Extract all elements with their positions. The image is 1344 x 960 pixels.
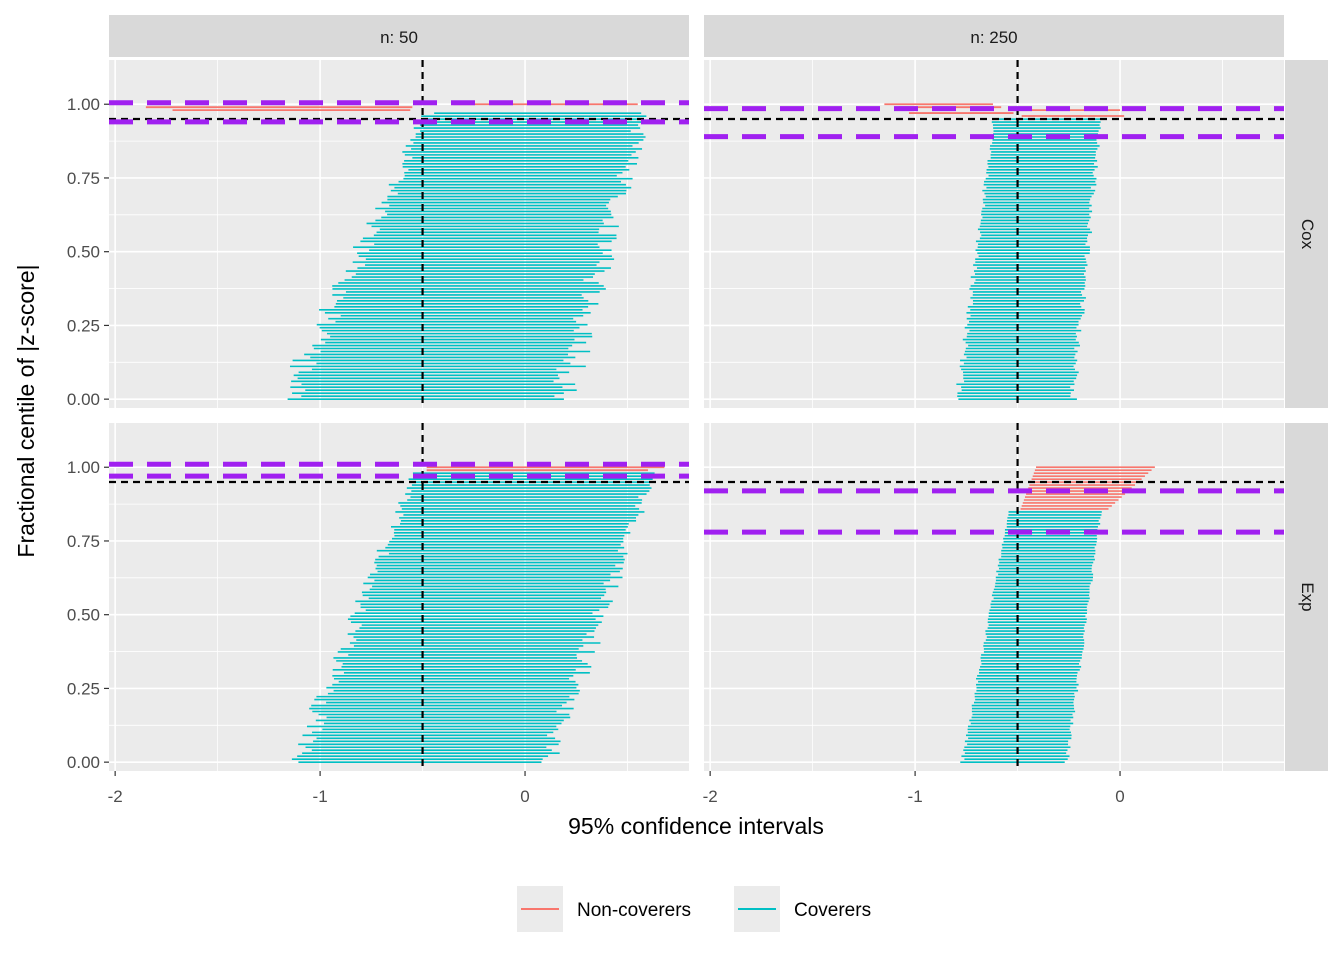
column-strip [704, 15, 1284, 57]
legend: Non-coverers Coverers [517, 886, 871, 932]
y-tick-label: 0.50 [67, 243, 100, 262]
x-tick-label: -2 [108, 787, 123, 806]
legend-label: Coverers [794, 900, 871, 921]
legend-label: Non-coverers [577, 900, 691, 921]
panels-layer [109, 60, 1284, 771]
y-tick-label: 0.50 [67, 606, 100, 625]
y-tick-label: 0.25 [67, 679, 100, 698]
y-tick-label: 0.25 [67, 316, 100, 335]
x-axis-title: 95% confidence intervals [568, 813, 824, 839]
panel-background [109, 60, 689, 408]
column-strip-label: n: 50 [380, 28, 418, 47]
row-strip-label: Cox [1298, 219, 1317, 250]
panel-background [704, 423, 1284, 771]
panel-n50-exp [109, 423, 689, 771]
x-tick-label: -1 [313, 787, 328, 806]
y-tick-label: 0.75 [67, 169, 100, 188]
panel-n250-cox [704, 60, 1284, 408]
y-tick-label: 0.00 [67, 390, 100, 409]
facet-strips: n: 50 n: 250 Cox Exp [109, 15, 1328, 771]
y-axis-title: Fractional centile of |z-score| [13, 264, 39, 557]
y-tick-label: 0.75 [67, 532, 100, 551]
row-strip [1285, 423, 1328, 771]
row-strip-label: Exp [1298, 582, 1317, 611]
y-tick-label: 1.00 [67, 95, 100, 114]
panel-n50-cox [109, 60, 689, 408]
x-tick-label: -2 [703, 787, 718, 806]
column-strip [109, 15, 689, 57]
x-tick-label: 0 [1115, 787, 1124, 806]
axes-layer: 0.00 0.25 0.50 0.75 1.00 0.00 0.25 0.50 0.75 1.00… [67, 95, 1125, 806]
y-tick-label: 1.00 [67, 458, 100, 477]
x-tick-label: -1 [908, 787, 923, 806]
row-strip [1285, 60, 1328, 408]
panel-n250-exp [704, 423, 1284, 771]
column-strip-label: n: 250 [970, 28, 1017, 47]
x-tick-label: 0 [520, 787, 529, 806]
y-tick-label: 0.00 [67, 753, 100, 772]
